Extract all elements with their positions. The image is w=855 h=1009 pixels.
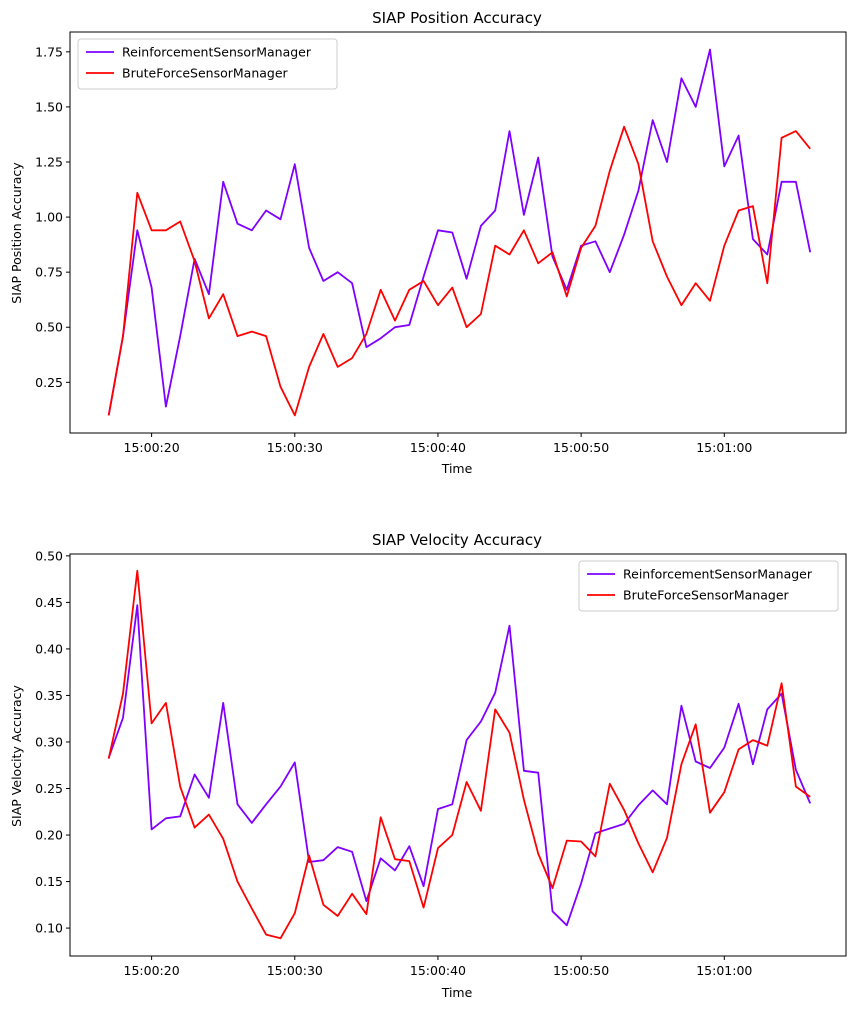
x-tick-label: 15:00:40: [410, 440, 466, 455]
legend-label: ReinforcementSensorManager: [122, 45, 312, 60]
x-tick-label: 15:00:40: [410, 963, 466, 978]
series-line-bruteforce: [107, 125, 811, 417]
y-tick-label: 0.40: [35, 641, 63, 656]
legend-frame: [578, 560, 839, 612]
x-tick-label: 15:01:00: [696, 963, 752, 978]
plot-frame: [69, 31, 847, 434]
axis-ticks: 15:00:20 15:00:30 15:00:40 15:00:50 15:01:00…: [35, 548, 752, 978]
y-tick-label: 0.30: [35, 734, 63, 749]
y-axis-label: SIAP Position Accuracy: [9, 162, 24, 304]
series-lines: [107, 569, 812, 940]
series-line-reinforcement: [107, 604, 812, 927]
y-tick-label: 0.50: [35, 548, 63, 563]
legend-label: BruteForceSensorManager: [623, 588, 790, 603]
x-tick-label: 15:01:00: [696, 440, 752, 455]
series-lines: [107, 48, 812, 417]
x-tick-label: 15:00:20: [124, 963, 180, 978]
x-tick-label: 15:00:30: [267, 963, 323, 978]
legend-frame: [77, 38, 338, 90]
y-tick-label: 0.15: [35, 874, 63, 889]
series-line-bruteforce: [107, 569, 811, 940]
legend-label: BruteForceSensorManager: [122, 66, 289, 81]
series-line-reinforcement: [107, 48, 812, 416]
y-tick-label: 0.45: [35, 595, 63, 610]
y-tick-label: 1.75: [35, 44, 63, 59]
y-tick-label: 0.50: [35, 320, 63, 335]
y-axis-label: SIAP Velocity Accuracy: [9, 685, 24, 827]
axis-ticks: 15:00:20 15:00:30 15:00:40 15:00:50 15:01:00…: [35, 44, 752, 455]
legend-label: ReinforcementSensorManager: [623, 567, 813, 582]
velocity-accuracy-chart: SIAP Velocity Accuracy Time SIAP Velocit…: [9, 531, 847, 1000]
y-tick-label: 0.20: [35, 828, 63, 843]
x-axis-label: Time: [441, 461, 473, 476]
x-tick-label: 15:00:20: [124, 440, 180, 455]
x-axis-label: Time: [441, 985, 473, 1000]
y-tick-label: 0.35: [35, 688, 63, 703]
chart-legend: ReinforcementSensorManager BruteForceSens…: [77, 38, 338, 90]
chart-title: SIAP Velocity Accuracy: [372, 531, 542, 549]
x-tick-label: 15:00:50: [553, 440, 609, 455]
y-tick-label: 1.25: [35, 154, 63, 169]
x-tick-label: 15:00:50: [553, 963, 609, 978]
y-tick-label: 0.25: [35, 375, 63, 390]
plot-frame: [69, 553, 847, 957]
y-tick-label: 0.75: [35, 265, 63, 280]
chart-title: SIAP Position Accuracy: [372, 9, 542, 27]
y-tick-label: 0.10: [35, 921, 63, 936]
chart-legend: ReinforcementSensorManager BruteForceSens…: [578, 560, 839, 612]
x-tick-label: 15:00:30: [267, 440, 323, 455]
position-accuracy-chart: SIAP Position Accuracy Time SIAP Positio…: [9, 9, 847, 476]
y-tick-label: 0.25: [35, 781, 63, 796]
y-tick-label: 1.50: [35, 99, 63, 114]
y-tick-label: 1.00: [35, 210, 63, 225]
